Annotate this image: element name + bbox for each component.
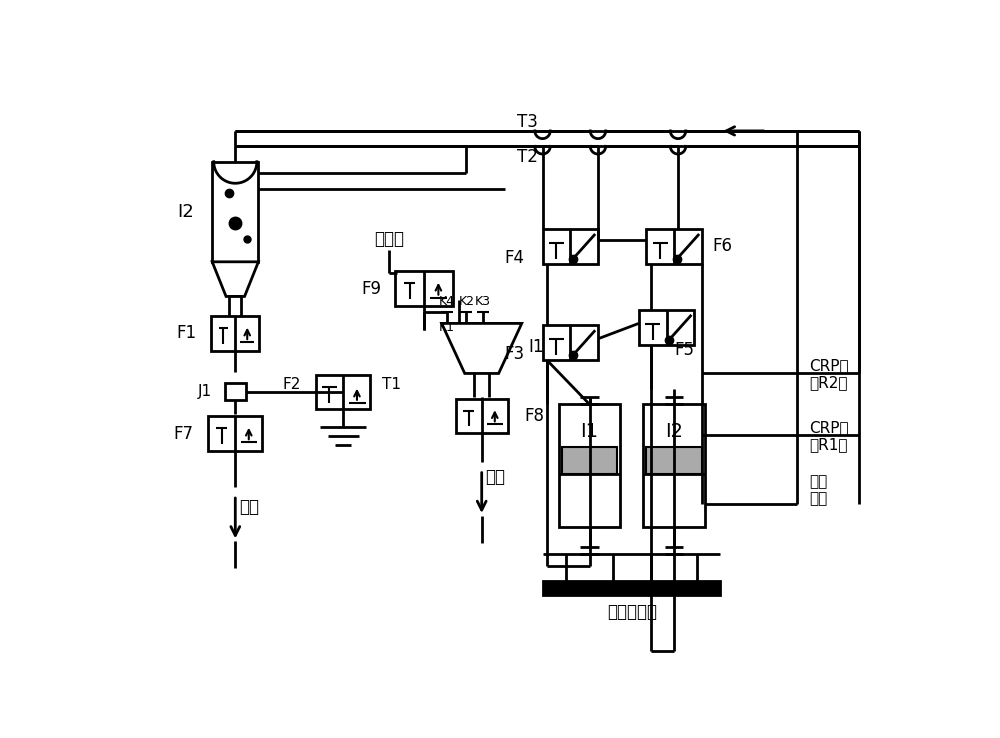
Text: K2: K2: [458, 295, 474, 308]
Text: 注射器组件: 注射器组件: [607, 603, 657, 621]
Text: F9: F9: [362, 280, 382, 297]
Text: I1: I1: [528, 337, 543, 356]
Text: F4: F4: [504, 249, 524, 267]
Polygon shape: [212, 262, 258, 297]
Bar: [643, 404, 705, 528]
Text: I2: I2: [177, 203, 194, 221]
Bar: [212, 162, 258, 262]
Bar: [543, 229, 598, 264]
Text: 稀释: 稀释: [809, 474, 827, 489]
Bar: [211, 316, 259, 351]
Text: K1: K1: [439, 321, 455, 334]
Text: 废液: 废液: [239, 497, 259, 516]
Text: 液桶: 液桶: [809, 491, 827, 506]
Bar: [646, 229, 702, 264]
Bar: [316, 375, 370, 409]
Bar: [543, 582, 720, 596]
Polygon shape: [442, 323, 522, 373]
Text: F2: F2: [282, 376, 301, 392]
Bar: [225, 384, 246, 401]
Bar: [395, 271, 453, 306]
Text: K3: K3: [475, 295, 491, 308]
Text: T3: T3: [517, 113, 538, 131]
Text: 剂R1液: 剂R1液: [809, 437, 847, 452]
Text: J1: J1: [198, 384, 212, 399]
Text: F8: F8: [524, 407, 544, 425]
Text: F3: F3: [504, 345, 524, 363]
Text: K4: K4: [439, 295, 455, 308]
Bar: [646, 446, 702, 474]
Text: F6: F6: [713, 238, 733, 255]
Bar: [229, 297, 241, 318]
Text: F5: F5: [674, 342, 694, 359]
Bar: [456, 399, 508, 432]
Bar: [543, 325, 598, 360]
Bar: [562, 446, 617, 474]
Text: 接大气: 接大气: [374, 230, 404, 248]
Text: T2: T2: [517, 148, 538, 166]
Text: CRP试: CRP试: [809, 358, 849, 373]
Text: I1: I1: [580, 421, 598, 441]
Bar: [639, 309, 694, 345]
Text: F7: F7: [173, 424, 193, 443]
Text: 剂R2液: 剂R2液: [809, 375, 847, 390]
Bar: [208, 416, 262, 451]
Text: T1: T1: [382, 376, 401, 392]
Text: 废液: 废液: [486, 469, 506, 486]
Text: I2: I2: [665, 421, 683, 441]
Text: F1: F1: [177, 325, 197, 342]
Text: CRP试: CRP试: [809, 420, 849, 435]
Bar: [559, 404, 620, 528]
